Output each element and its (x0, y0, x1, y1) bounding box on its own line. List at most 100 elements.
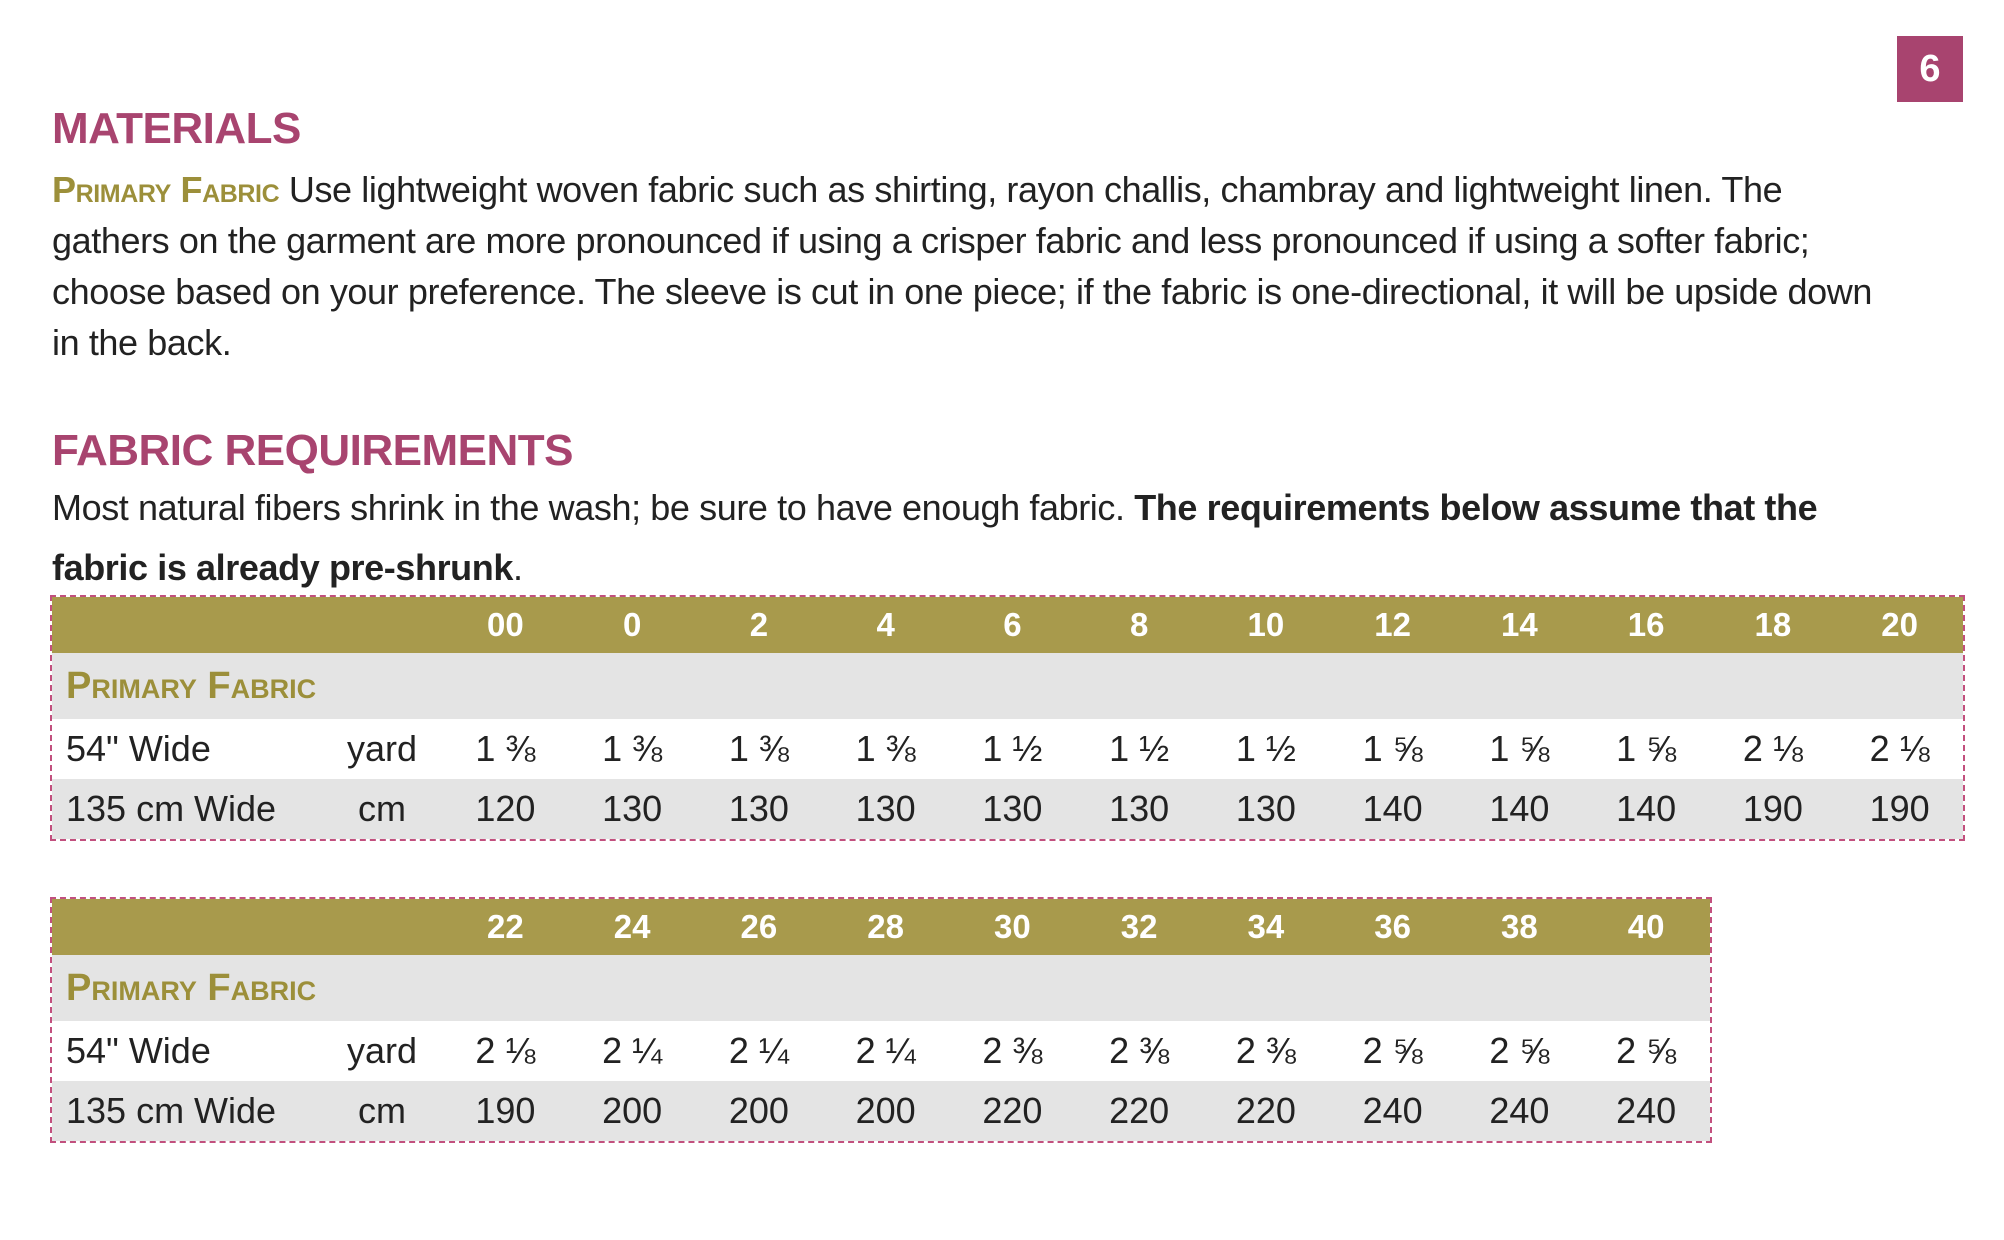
value-cell: 200 (695, 1081, 823, 1141)
value-cell: 240 (1329, 1081, 1456, 1141)
value-cell: 2 ⅜ (1202, 1021, 1330, 1081)
row-label: 54" Wide (52, 1021, 322, 1081)
size-cell: 28 (822, 899, 949, 955)
value-cell: 2 ⅝ (1582, 1021, 1710, 1081)
value-cell: 1 ⅜ (822, 719, 949, 779)
size-table: 22 24 26 28 30 32 34 36 38 40 Primary Fabric 54" Wi… (50, 897, 1712, 1143)
value-cell: 2 ⅜ (1075, 1021, 1203, 1081)
text: Use lightweight woven fabric such as shi… (52, 169, 1873, 363)
value-cell: 2 ⅛ (1709, 719, 1837, 779)
section-cell: Primary Fabric (52, 653, 1963, 719)
size-cell: 18 (1709, 597, 1837, 653)
value-cell: 140 (1582, 779, 1710, 839)
value-cell: 140 (1329, 779, 1456, 839)
value-cell: 130 (1075, 779, 1203, 839)
size-cell: 14 (1456, 597, 1583, 653)
unit-cell: cm (322, 779, 442, 839)
value-cell: 1 ⅝ (1456, 719, 1583, 779)
size-cell: 34 (1202, 899, 1330, 955)
value-cell: 1 ½ (949, 719, 1076, 779)
value-cell: 190 (1709, 779, 1837, 839)
header-cell (322, 899, 442, 955)
value-cell: 1 ⅜ (442, 719, 569, 779)
value-cell: 130 (568, 779, 696, 839)
value-cell: 190 (442, 1081, 569, 1141)
value-cell: 240 (1456, 1081, 1583, 1141)
size-cell: 16 (1582, 597, 1710, 653)
unit-cell: cm (322, 1081, 442, 1141)
bold-text: The requirements below assume that the f… (52, 487, 1818, 588)
size-cell: 6 (949, 597, 1076, 653)
page-number: 6 (1897, 36, 1963, 102)
size-cell: 30 (949, 899, 1076, 955)
size-cell: 36 (1329, 899, 1456, 955)
text: . (512, 547, 523, 588)
paragraph: Most natural fibers shrink in the wash; … (52, 478, 1892, 598)
paragraph: Primary Fabric Use lightweight woven fab… (52, 164, 1892, 368)
row-label: 54" Wide (52, 719, 322, 779)
value-cell: 2 ⅛ (1836, 719, 1963, 779)
size-cell: 10 (1202, 597, 1330, 653)
size-cell: 8 (1075, 597, 1203, 653)
row-label: 135 cm Wide (52, 779, 322, 839)
size-cell: 12 (1329, 597, 1456, 653)
size-cell: 26 (695, 899, 823, 955)
size-cell: 24 (568, 899, 696, 955)
size-cell: 20 (1836, 597, 1963, 653)
value-cell: 240 (1582, 1081, 1710, 1141)
unit-cell: yard (322, 1021, 442, 1081)
value-cell: 2 ¼ (695, 1021, 823, 1081)
section-row: Primary Fabric (52, 653, 1963, 719)
value-cell: 1 ⅜ (568, 719, 696, 779)
value-cell: 220 (949, 1081, 1076, 1141)
header-cell (52, 899, 322, 955)
value-cell: 200 (568, 1081, 696, 1141)
size-cell: 22 (442, 899, 569, 955)
value-cell: 130 (949, 779, 1076, 839)
size-cell: 00 (442, 597, 569, 653)
value-cell: 130 (695, 779, 823, 839)
section-row: Primary Fabric (52, 955, 1710, 1021)
section-cell: Primary Fabric (52, 955, 1710, 1021)
value-cell: 2 ⅜ (949, 1021, 1076, 1081)
value-cell: 140 (1456, 779, 1583, 839)
value-cell: 2 ¼ (568, 1021, 696, 1081)
row-label: 135 cm Wide (52, 1081, 322, 1141)
value-cell: 2 ¼ (822, 1021, 949, 1081)
value-cell: 1 ½ (1075, 719, 1203, 779)
value-cell: 2 ⅝ (1329, 1021, 1456, 1081)
value-cell: 120 (442, 779, 569, 839)
size-cell: 4 (822, 597, 949, 653)
header-row: 00 0 2 4 6 8 10 12 14 16 18 20 (52, 597, 1963, 653)
value-cell: 200 (822, 1081, 949, 1141)
size-table: 00 0 2 4 6 8 10 12 14 16 18 20 Primary Fabric 54" Wid… (50, 595, 1965, 841)
size-cell: 32 (1075, 899, 1203, 955)
value-cell: 220 (1202, 1081, 1330, 1141)
value-cell: 190 (1836, 779, 1963, 839)
heading: FABRIC REQUIREMENTS (52, 426, 573, 475)
value-cell: 1 ⅜ (695, 719, 823, 779)
unit-cell: yard (322, 719, 442, 779)
size-cell: 40 (1582, 899, 1710, 955)
size-cell: 2 (695, 597, 823, 653)
header-row: 22 24 26 28 30 32 34 36 38 40 (52, 899, 1710, 955)
value-cell: 1 ⅝ (1329, 719, 1456, 779)
header-cell (52, 597, 322, 653)
value-cell: 130 (1202, 779, 1330, 839)
value-cell: 2 ⅛ (442, 1021, 569, 1081)
value-cell: 2 ⅝ (1456, 1021, 1583, 1081)
heading: MATERIALS (52, 104, 301, 153)
value-cell: 1 ⅝ (1582, 719, 1710, 779)
data-row: 135 cm Wide cm 120 130 130 130 130 130 130 140 140… (52, 779, 1963, 839)
text: Most natural fibers shrink in the wash; … (52, 487, 1125, 528)
size-cell: 38 (1456, 899, 1583, 955)
header-cell (322, 597, 442, 653)
data-row: 135 cm Wide cm 190 200 200 200 220 220 220 240 240… (52, 1081, 1710, 1141)
value-cell: 1 ½ (1202, 719, 1330, 779)
value-cell: 130 (822, 779, 949, 839)
lead: Primary Fabric (52, 169, 280, 210)
